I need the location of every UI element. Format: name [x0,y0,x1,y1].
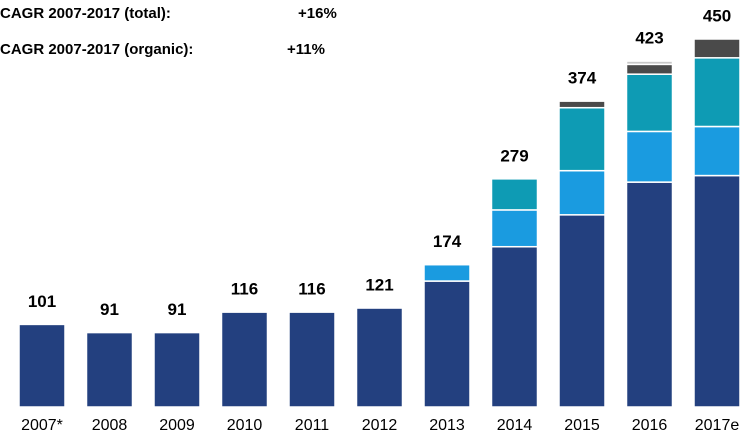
annotation: CAGR 2007-2017 (total): [0,5,171,22]
annotation: +16% [298,5,337,22]
x-tick-label: 2008 [92,417,128,434]
x-tick-label: 2014 [497,417,533,434]
bar-segment [153,331,201,408]
bar-segment [490,245,539,408]
bar-segment [625,63,674,75]
total-label: 450 [703,6,731,25]
bar-segment [490,209,539,248]
bar-segment [693,174,741,408]
annotation: +11% [287,41,325,58]
total-label: 174 [433,232,462,251]
x-tick-label: 2009 [159,417,195,434]
total-label: 116 [298,280,325,299]
x-tick-label: 2013 [429,417,465,434]
x-tick-label: 2012 [362,417,398,434]
bar-segment [693,57,741,128]
bar-segment [558,100,606,109]
x-tick-label: 2010 [227,417,263,434]
annotation: CAGR 2007-2017 (organic): [0,41,193,58]
bar-segment [625,130,674,183]
bar-segment [423,263,471,282]
x-tick-label: 2016 [632,417,668,434]
bar-segment [288,311,336,408]
total-label: 279 [500,146,528,165]
bar-segment [693,125,741,177]
bar-segment [693,38,741,59]
total-label: 423 [635,29,663,48]
bar-segment [558,214,606,408]
bar-segment [18,323,66,408]
bar-segment [490,178,539,211]
x-tick-label: 2011 [295,417,330,434]
total-label: 101 [28,292,56,311]
bar-segment [558,169,606,216]
x-tick-label: 2015 [564,417,600,434]
bar-segment [625,181,674,408]
total-label: 374 [568,69,597,88]
total-label: 121 [365,276,393,295]
bar-segment [423,280,471,408]
x-tick-label: 2017e [695,417,740,434]
total-label: 91 [168,300,187,319]
x-tick-label: 2007* [21,417,63,434]
bar-segment [625,60,674,66]
total-label: 91 [100,300,119,319]
total-label: 116 [231,280,258,299]
bar-segment [625,73,674,133]
bar-segment [85,331,134,408]
bar-segment [220,311,269,408]
bar-segment [355,307,404,408]
bar-segment [558,106,606,172]
